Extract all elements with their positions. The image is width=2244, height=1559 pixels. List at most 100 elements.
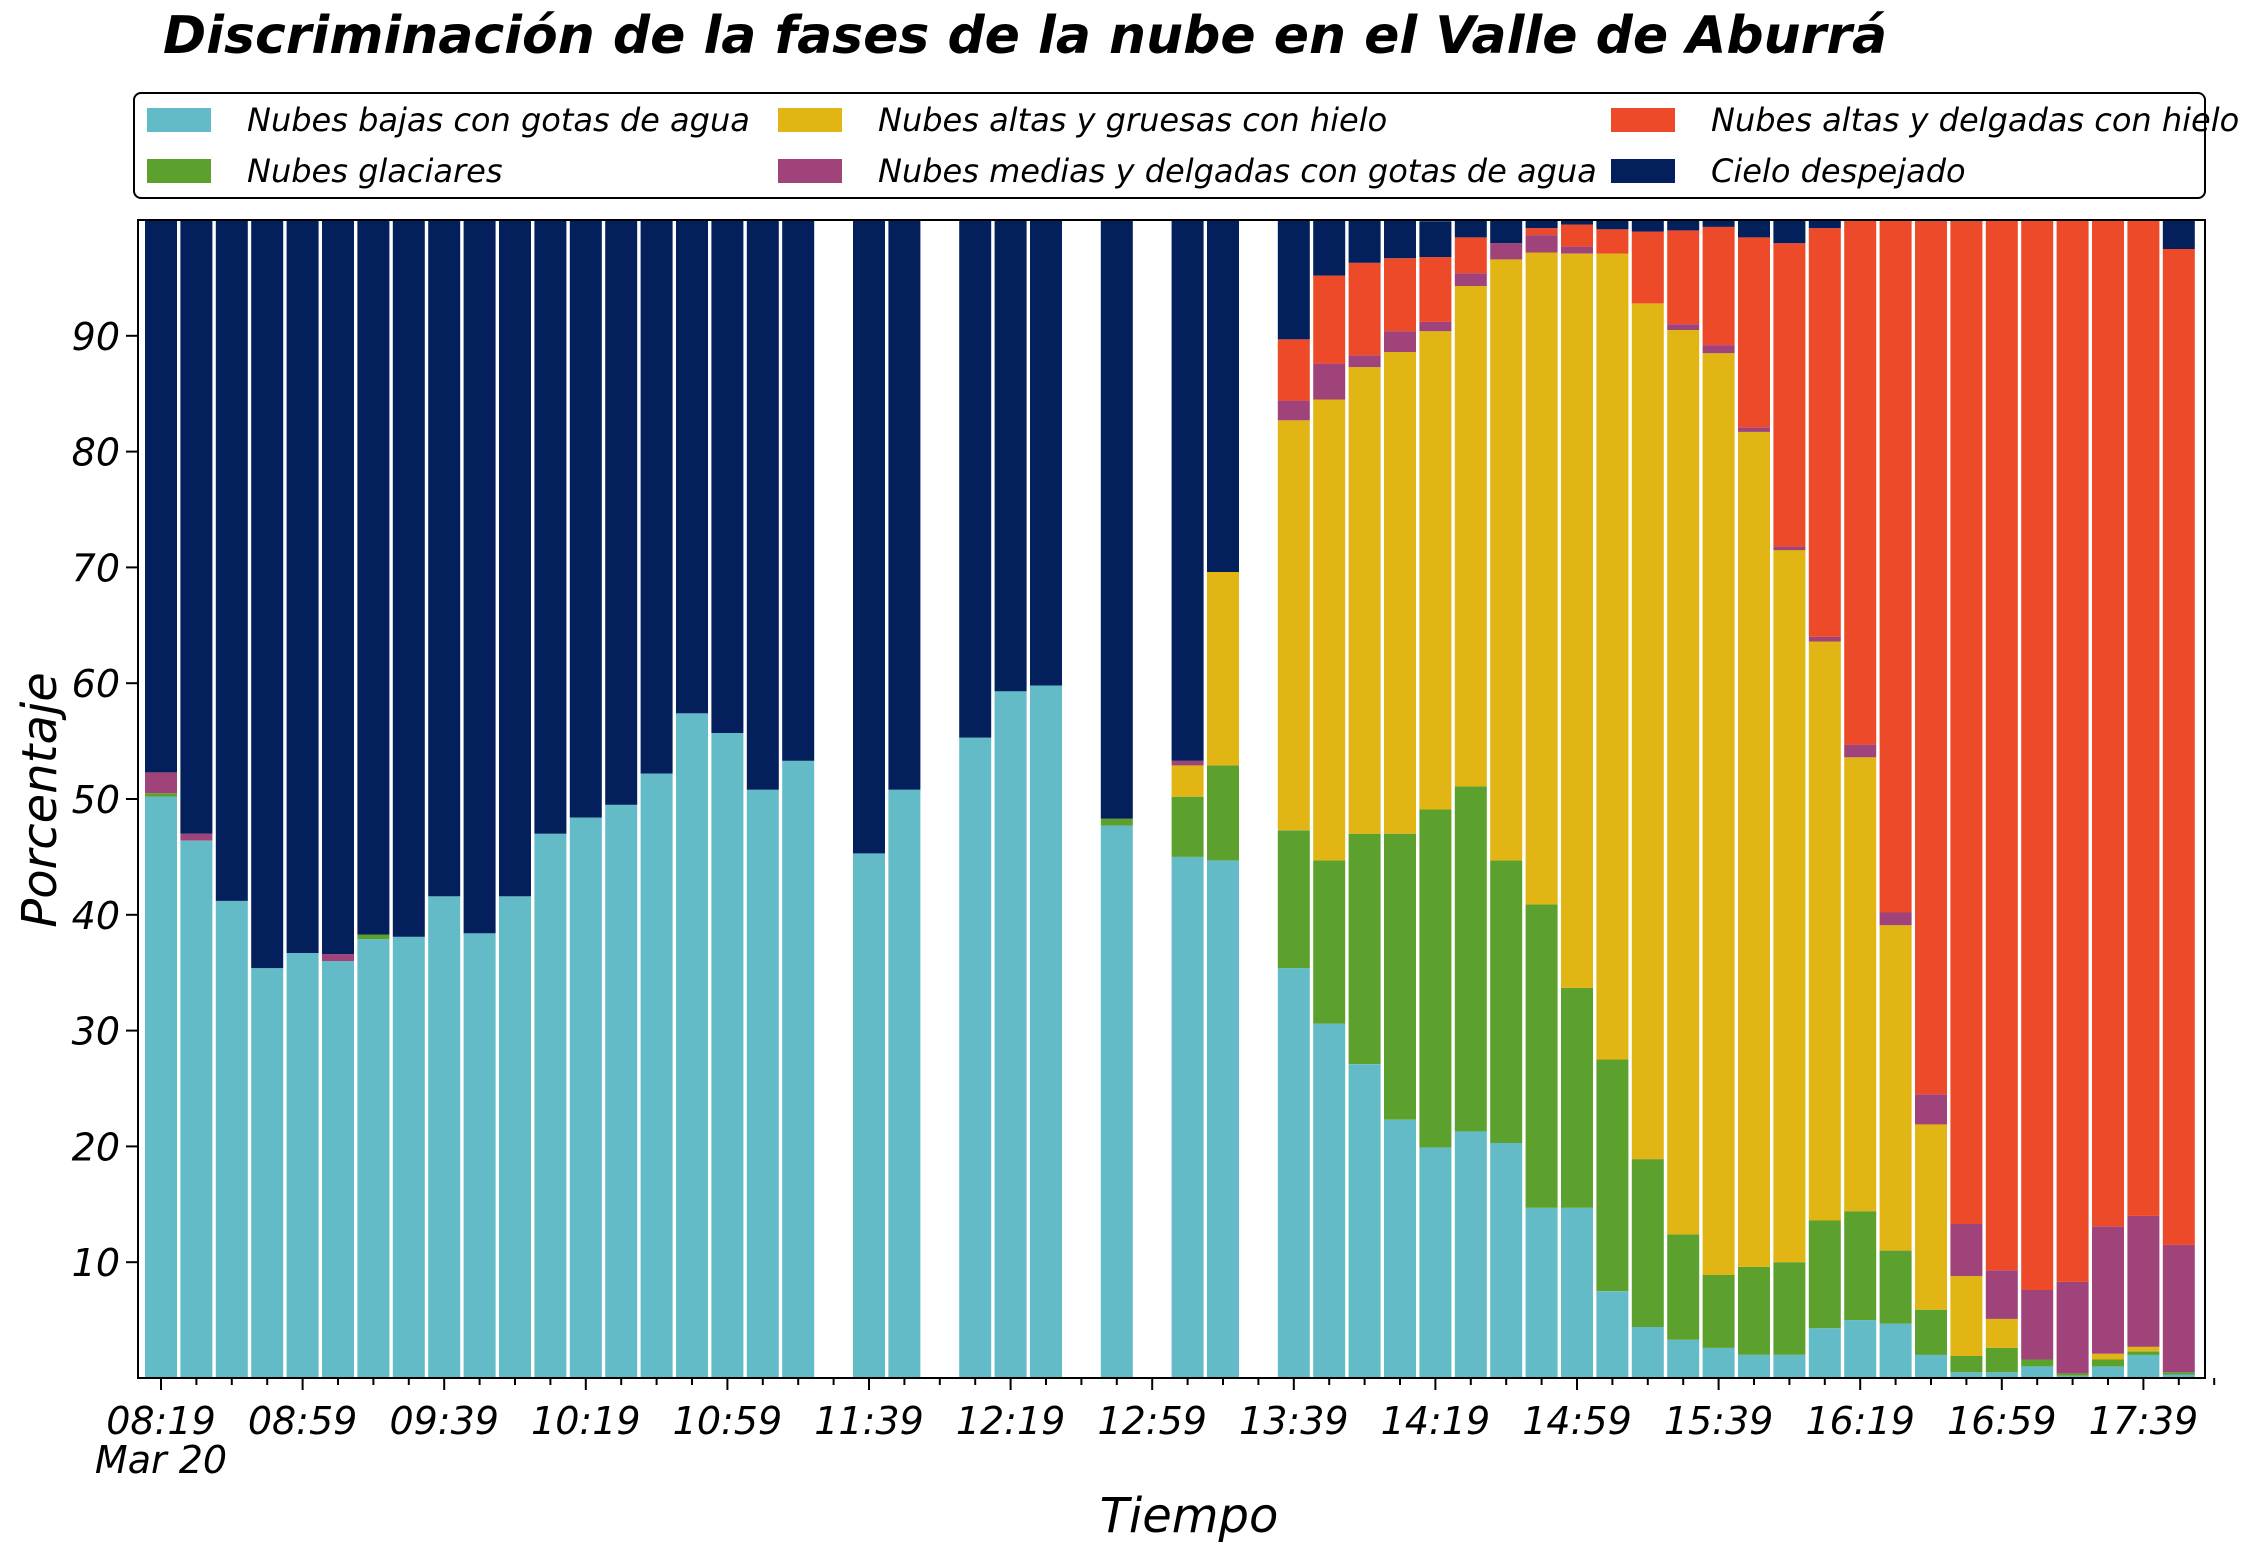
bar-segment-s5-1149 (888, 220, 921, 790)
bar-segment-s5-1039 (640, 220, 673, 774)
bar-segment-s0-1249 (1100, 825, 1133, 1378)
y-tick-label: 90 (72, 315, 120, 359)
bar-segment-s0-1409 (1384, 1119, 1416, 1378)
bar-segment-s2-1559 (1773, 550, 1806, 1263)
bar-segment-s0-0939 (428, 896, 461, 1378)
bar-segment-s5-1119 (782, 220, 815, 761)
bar-segment-s4-1609 (1808, 228, 1841, 637)
bar-segment-s1-1629 (1879, 1250, 1912, 1324)
bar-segment-s1-1309 (1171, 796, 1204, 857)
bar-segment-s5-1049 (676, 220, 708, 714)
bars-layer (145, 220, 2195, 1378)
bar-segment-s4-1709 (2021, 220, 2054, 1290)
bar-segment-s4-1559 (1773, 243, 1806, 547)
bar-segment-s0-1139 (853, 853, 885, 1378)
y-tick-label: 70 (72, 546, 120, 590)
bar-segment-s2-1639 (1915, 1124, 1947, 1310)
bar-segment-s2-1429 (1454, 286, 1487, 787)
x-tick-label: 12:59 (1097, 1399, 1207, 1443)
bar-segment-s3-1409 (1384, 331, 1416, 352)
bar-segment-s2-1549 (1738, 431, 1770, 1267)
bar-segment-s3-1749 (2162, 1244, 2195, 1373)
bar-segment-s4-1349 (1313, 275, 1346, 364)
bar-segment-s4-1629 (1879, 220, 1912, 913)
bar-segment-s0-1429 (1454, 1131, 1487, 1378)
bar-segment-s4-1639 (1915, 221, 1947, 1095)
bar-segment-s1-1339 (1277, 830, 1310, 969)
bar-segment-s4-1459 (1561, 224, 1593, 247)
bar-segment-s1-1559 (1773, 1262, 1806, 1355)
bar-segment-s5-1309 (1171, 220, 1204, 761)
bar-segment-s2-1359 (1348, 367, 1381, 834)
bar-segment-s0-0919 (357, 939, 390, 1378)
y-tick-label: 40 (72, 894, 120, 938)
bar-segment-s5-0859 (286, 220, 319, 953)
bar-segment-s1-1619 (1844, 1211, 1877, 1321)
bar-segment-s5-1509 (1596, 220, 1629, 230)
bar-segment-s5-0819 (145, 220, 177, 773)
bar-segment-s0-1049 (676, 713, 708, 1378)
bar-segment-s0-1119 (782, 760, 815, 1378)
y-tick-label: 10 (72, 1241, 120, 1285)
bar-segment-s4-1649 (1950, 221, 1983, 1224)
bar-segment-s3-1659 (1985, 1270, 2018, 1319)
bar-segment-s5-1349 (1313, 220, 1346, 276)
bar-segment-s4-1339 (1277, 339, 1310, 401)
bar-segment-s4-1749 (2162, 249, 2195, 1245)
bar-segment-s3-1439 (1490, 243, 1523, 260)
bar-segment-s5-1249 (1100, 220, 1133, 819)
legend-swatch (778, 108, 842, 132)
bar-segment-s0-1719 (2056, 1375, 2089, 1378)
legend-item-nubes-altas-gruesas: Nubes altas y gruesas con hielo (778, 100, 1387, 140)
bar-segment-s3-1549 (1738, 427, 1770, 432)
bar-segment-s4-1429 (1454, 237, 1487, 274)
x-tick-label: 15:39 (1664, 1399, 1774, 1443)
bar-segment-s5-0959 (499, 220, 531, 897)
bar-segment-s5-0829 (180, 220, 213, 834)
legend-swatch (147, 159, 211, 183)
bar-segment-s4-1619 (1844, 220, 1877, 745)
bar-segment-s2-1459 (1561, 253, 1593, 988)
bar-segment-s1-1509 (1596, 1059, 1629, 1292)
bar-segment-s0-1459 (1561, 1207, 1593, 1378)
bar-segment-s3-1539 (1702, 345, 1735, 354)
bar-segment-s5-1339 (1277, 220, 1310, 340)
bar-segment-s0-1019 (569, 817, 602, 1378)
legend-item-nubes-medias-delgadas: Nubes medias y delgadas con gotas de agu… (778, 151, 1597, 191)
bar-segment-s3-1559 (1773, 546, 1806, 551)
bar-segment-s1-1709 (2021, 1359, 2054, 1367)
bar-segment-s0-1709 (2021, 1366, 2054, 1378)
bar-segment-s0-1359 (1348, 1064, 1381, 1378)
legend-label: Nubes altas y gruesas con hielo (878, 101, 1388, 139)
x-axis: 08:19 08:59 09:39 10:19 10:59 11:39 12:19 12:59… (95, 1378, 2216, 1482)
bar-segment-s1-1359 (1348, 833, 1381, 1065)
bar-segment-s3-0909 (322, 954, 354, 962)
bar-segment-s1-0819 (145, 793, 177, 797)
bar-segment-s5-1449 (1525, 220, 1558, 229)
bar-segment-s0-1749 (2162, 1374, 2195, 1378)
legend-label: Nubes bajas con gotas de agua (247, 101, 750, 139)
bar-segment-s5-1409 (1384, 220, 1416, 259)
bar-segment-s0-0959 (499, 896, 531, 1378)
bar-segment-s1-1419 (1419, 809, 1452, 1148)
x-tick-label: 09:39 (389, 1399, 499, 1443)
bar-segment-s2-1519 (1631, 303, 1664, 1160)
bar-segment-s5-1549 (1738, 220, 1770, 238)
bar-segment-s5-1559 (1773, 220, 1806, 244)
bar-segment-s0-1319 (1207, 860, 1239, 1378)
bar-segment-s1-1659 (1985, 1347, 2018, 1373)
bar-segment-s0-1559 (1773, 1354, 1806, 1378)
bar-segment-s5-1009 (534, 220, 567, 834)
bar-segment-s5-0909 (322, 220, 354, 955)
chart-title: Discriminación de la fases de la nube en… (163, 6, 1888, 66)
bar-segment-s5-1429 (1454, 220, 1487, 238)
bar-segment-s1-1549 (1738, 1266, 1770, 1355)
bar-segment-s5-1529 (1667, 220, 1700, 231)
bar-segment-s0-0829 (180, 840, 213, 1378)
bar-segment-s1-1749 (2162, 1372, 2195, 1375)
bar-segment-s0-1659 (1985, 1372, 2018, 1378)
bar-segment-s0-1039 (640, 773, 673, 1378)
bar-segment-s4-1509 (1596, 229, 1629, 254)
bar-segment-s5-1749 (2162, 220, 2195, 249)
y-tick-label: 50 (72, 778, 120, 822)
